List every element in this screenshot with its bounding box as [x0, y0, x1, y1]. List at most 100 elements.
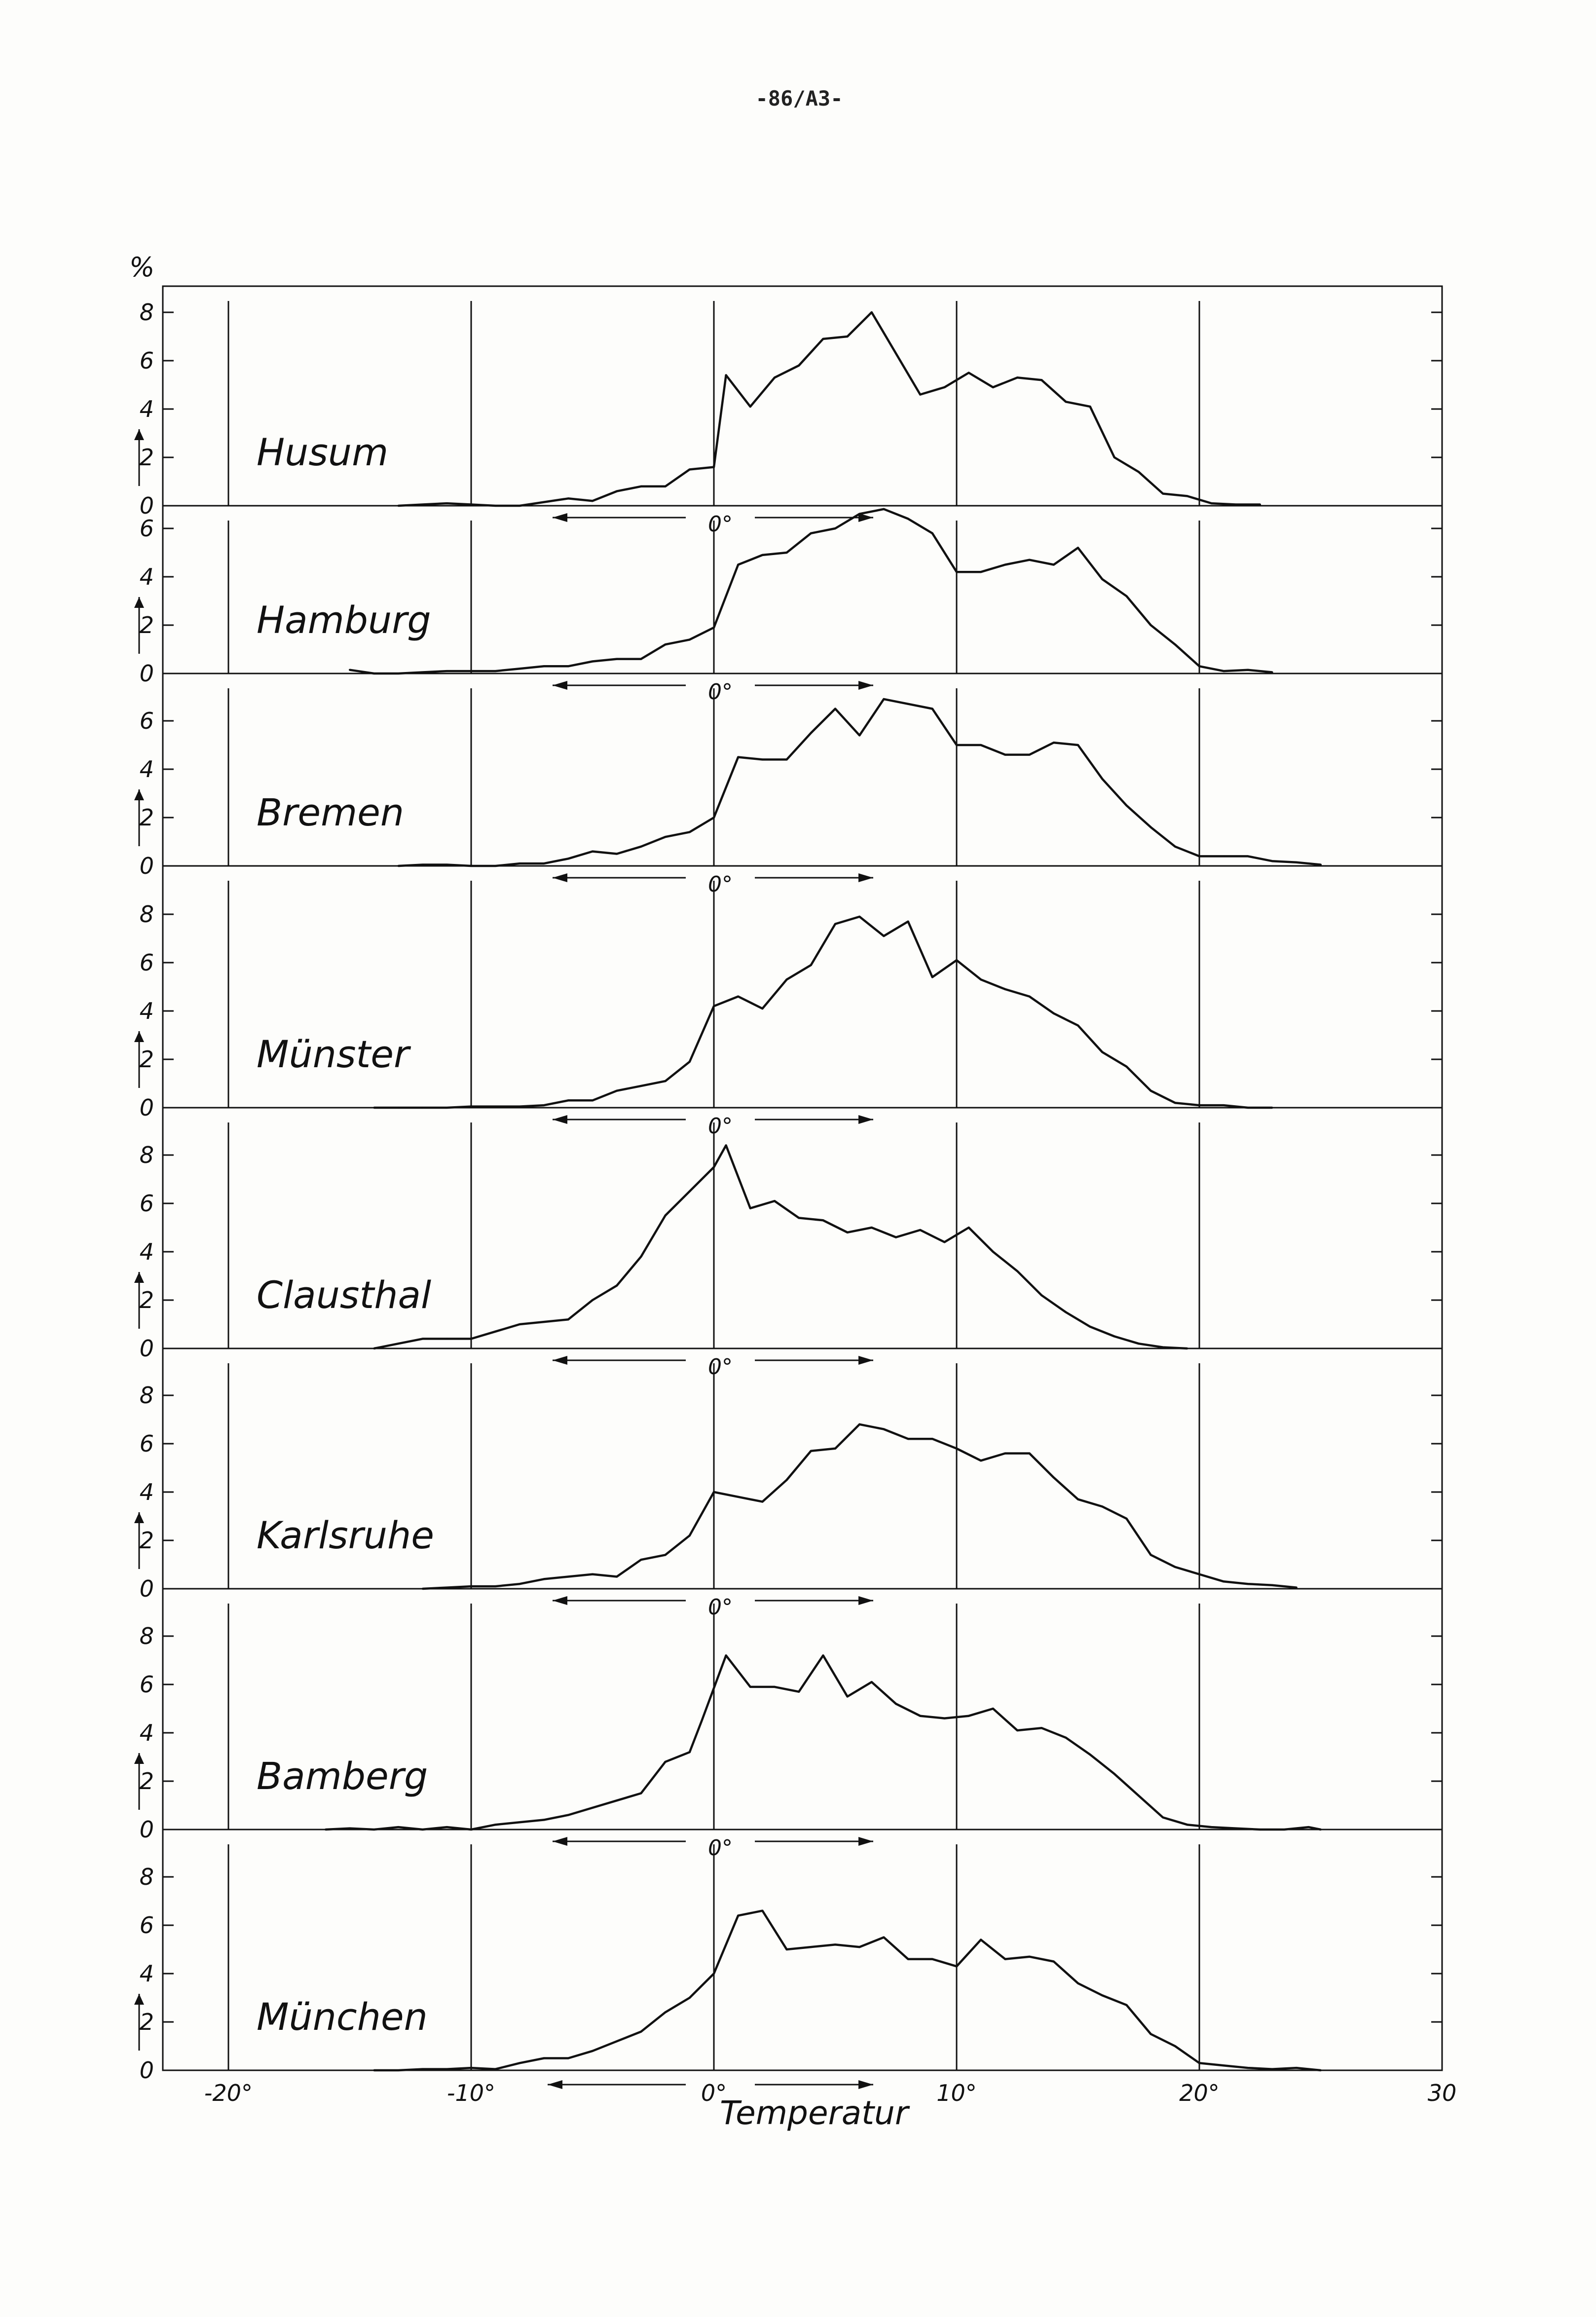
data-point — [1162, 1816, 1164, 1819]
data-point — [567, 2057, 569, 2059]
data-point — [664, 1760, 667, 1763]
data-point — [1052, 1012, 1055, 1014]
data-point — [701, 1719, 703, 1722]
data-point — [567, 858, 569, 860]
data-point — [1186, 1347, 1188, 1349]
y-tick-label: 0 — [140, 492, 154, 519]
data-point — [1186, 495, 1188, 497]
data-point — [688, 1534, 691, 1537]
data-point — [592, 1099, 594, 1102]
data-point — [810, 1450, 812, 1452]
data-point — [883, 1428, 885, 1430]
data-point — [1138, 1343, 1140, 1345]
zero-marker-label: 0° — [708, 1595, 733, 1620]
data-point — [761, 1500, 764, 1503]
right-arrow-head-icon — [858, 1596, 873, 1605]
data-point — [943, 386, 946, 388]
data-point — [1101, 1051, 1104, 1053]
data-point — [543, 1104, 545, 1107]
data-point — [1028, 753, 1031, 756]
data-point — [1198, 1104, 1200, 1107]
data-point — [640, 1792, 642, 1794]
data-point — [1125, 1065, 1128, 1068]
data-point — [1113, 1335, 1115, 1338]
data-point — [592, 2050, 594, 2052]
data-point — [616, 490, 618, 492]
y-tick-label: 6 — [140, 1912, 154, 1939]
up-arrow-head-icon — [134, 789, 144, 800]
data-point — [883, 935, 885, 937]
data-point — [1150, 2033, 1152, 2035]
data-point — [1320, 1829, 1322, 1831]
data-point — [1077, 1982, 1079, 1984]
y-tick-label: 8 — [140, 1142, 154, 1168]
data-point — [1150, 624, 1152, 626]
up-arrow-head-icon — [134, 1272, 144, 1283]
station-name: Bremen — [257, 790, 404, 834]
left-arrow-head-icon — [553, 1115, 567, 1124]
panel-clausthal: 0 2 4 6 8 Clausthal 0° — [134, 1122, 1442, 1380]
data-point — [640, 845, 642, 848]
up-arrow-head-icon — [134, 1994, 144, 2005]
data-point — [1004, 988, 1006, 990]
data-point — [494, 1105, 497, 1108]
data-point — [470, 503, 472, 506]
data-point — [1295, 861, 1298, 863]
data-point — [980, 1459, 982, 1462]
y-tick-label: 2 — [140, 444, 154, 471]
y-tick-label: 8 — [140, 1382, 154, 1409]
data-point — [640, 1084, 642, 1087]
y-tick-label: 8 — [140, 901, 154, 928]
data-point — [1065, 401, 1067, 403]
data-point — [640, 2030, 642, 2033]
zero-marker-label: 0° — [708, 1114, 733, 1139]
data-point — [1101, 578, 1104, 580]
data-point — [543, 501, 545, 503]
data-point — [798, 1690, 800, 1693]
data-point — [1125, 804, 1128, 807]
data-point — [1283, 1829, 1286, 1831]
panel-karlsruhe: 0 2 4 6 8 Karlsruhe 0° — [134, 1363, 1442, 1620]
data-point — [1101, 1505, 1104, 1508]
data-point — [373, 1829, 375, 1831]
data-point — [567, 1814, 569, 1816]
data-point — [397, 673, 400, 674]
series-line-karlsruhe — [422, 1423, 1297, 1590]
data-point — [1320, 863, 1322, 866]
data-point — [798, 364, 800, 367]
data-point — [664, 485, 667, 487]
y-tick-label: 6 — [140, 515, 154, 542]
series-line-münster — [374, 915, 1272, 1109]
data-point — [664, 836, 667, 838]
data-point — [713, 1973, 715, 1975]
station-name: Husum — [257, 430, 388, 474]
data-point — [992, 386, 994, 388]
series-line-bamberg — [325, 1654, 1321, 1831]
series-line-clausthal — [373, 1144, 1188, 1350]
x-tick-label: -20° — [204, 2080, 253, 2106]
data-point — [1162, 1346, 1164, 1348]
up-arrow-head-icon — [134, 597, 144, 608]
y-tick-label: 4 — [140, 1960, 154, 1987]
data-point — [1138, 1794, 1140, 1797]
data-point — [397, 505, 400, 507]
y-tick-label: 0 — [140, 1816, 154, 1843]
data-point — [1234, 503, 1237, 506]
up-arrow-head-icon — [134, 429, 144, 440]
data-point — [1295, 1586, 1298, 1589]
data-point — [494, 1585, 497, 1588]
y-tick-label: 6 — [140, 1430, 154, 1457]
data-point — [749, 1207, 751, 1209]
data-point — [519, 1821, 521, 1824]
left-arrow-head-icon — [548, 2080, 562, 2089]
data-point — [470, 2067, 472, 2069]
data-point — [470, 670, 472, 673]
data-point — [1186, 1824, 1188, 1826]
data-point — [543, 862, 545, 865]
data-point — [543, 1578, 545, 1580]
series-line-husum — [398, 311, 1260, 507]
data-point — [810, 1946, 812, 1948]
data-point — [1028, 995, 1031, 998]
data-point — [688, 468, 691, 471]
